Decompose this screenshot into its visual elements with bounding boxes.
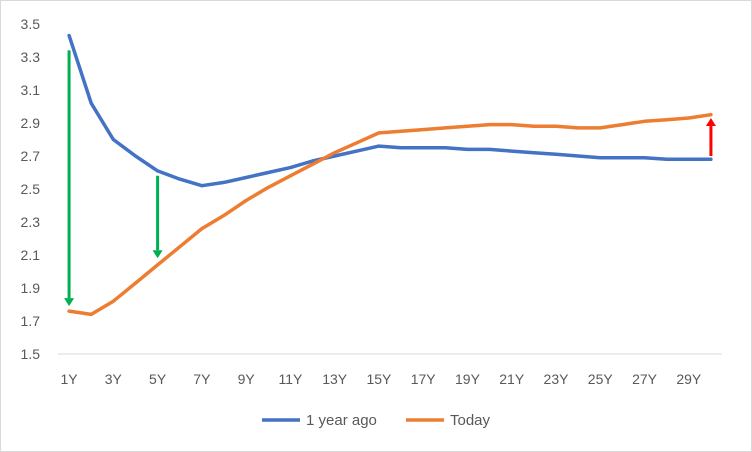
y-tick-label: 1.7 bbox=[21, 313, 41, 329]
data-point bbox=[67, 309, 71, 313]
data-point bbox=[200, 184, 204, 188]
data-point bbox=[311, 162, 315, 166]
x-tick-label: 21Y bbox=[499, 371, 525, 387]
data-point bbox=[133, 154, 137, 158]
y-tick-label: 3.5 bbox=[21, 16, 41, 32]
arrow-30y-up bbox=[705, 118, 716, 156]
data-point bbox=[266, 171, 270, 174]
x-tick-label: 7Y bbox=[193, 371, 211, 387]
data-point bbox=[488, 147, 492, 151]
data-point bbox=[399, 146, 403, 150]
data-point bbox=[532, 151, 536, 155]
data-point bbox=[421, 128, 425, 132]
data-point bbox=[421, 146, 425, 150]
y-tick-label: 2.7 bbox=[21, 148, 41, 164]
x-tick-label: 25Y bbox=[588, 371, 614, 387]
data-point bbox=[488, 123, 492, 127]
data-point bbox=[156, 263, 160, 267]
legend-label-one-year-ago: 1 year ago bbox=[306, 412, 377, 429]
x-tick-label: 1Y bbox=[61, 371, 79, 387]
data-point bbox=[288, 166, 292, 170]
series-line-one-year-ago bbox=[67, 33, 713, 188]
data-point bbox=[355, 149, 359, 153]
x-tick-label: 27Y bbox=[632, 371, 658, 387]
data-point bbox=[67, 34, 71, 38]
data-point bbox=[156, 169, 160, 173]
data-point bbox=[465, 147, 469, 151]
x-tick-label: 23Y bbox=[544, 371, 570, 387]
data-point bbox=[443, 126, 447, 130]
data-point bbox=[355, 141, 359, 145]
x-tick-label: 29Y bbox=[676, 371, 702, 387]
data-point bbox=[244, 199, 248, 203]
y-tick-label: 3.3 bbox=[21, 49, 41, 65]
y-tick-label: 2.9 bbox=[21, 115, 41, 131]
data-point bbox=[598, 126, 602, 130]
data-point bbox=[178, 177, 182, 181]
arrow-1y-down-head bbox=[64, 298, 75, 307]
arrow-5y-down bbox=[152, 175, 163, 259]
y-tick-label: 1.9 bbox=[21, 280, 41, 296]
y-tick-label: 3.1 bbox=[21, 82, 41, 98]
data-point bbox=[111, 299, 115, 303]
y-tick-label: 2.5 bbox=[21, 181, 41, 197]
data-point bbox=[665, 157, 669, 161]
x-tick-label: 19Y bbox=[455, 371, 481, 387]
data-point bbox=[687, 116, 691, 120]
series-line-today bbox=[67, 112, 713, 317]
data-point bbox=[665, 118, 669, 122]
arrow-1y-down bbox=[64, 50, 75, 307]
data-point bbox=[620, 156, 624, 160]
data-point bbox=[288, 174, 292, 178]
legend-label-today: Today bbox=[450, 412, 491, 429]
data-point bbox=[532, 124, 536, 128]
x-tick-label: 9Y bbox=[238, 371, 256, 387]
x-tick-label: 17Y bbox=[411, 371, 437, 387]
data-point bbox=[333, 151, 337, 155]
data-point bbox=[576, 126, 580, 130]
data-point bbox=[443, 146, 447, 150]
data-point bbox=[89, 312, 93, 316]
data-point bbox=[200, 227, 204, 231]
data-point bbox=[709, 157, 713, 161]
x-tick-label: 5Y bbox=[149, 371, 167, 387]
data-point bbox=[465, 124, 469, 128]
y-tick-label: 2.3 bbox=[21, 214, 41, 230]
data-point bbox=[643, 156, 647, 160]
y-tick-label: 2.1 bbox=[21, 247, 41, 263]
data-point bbox=[687, 157, 691, 161]
data-point bbox=[244, 175, 248, 179]
y-tick-label: 1.5 bbox=[21, 346, 41, 362]
x-tick-label: 3Y bbox=[105, 371, 123, 387]
data-point bbox=[311, 159, 315, 163]
x-tick-label: 15Y bbox=[366, 371, 392, 387]
data-point bbox=[643, 119, 647, 123]
data-point bbox=[576, 154, 580, 158]
data-point bbox=[510, 149, 514, 153]
data-point bbox=[598, 156, 602, 160]
data-point bbox=[377, 144, 381, 148]
data-point bbox=[178, 245, 182, 249]
data-point bbox=[399, 129, 403, 133]
data-point bbox=[554, 124, 558, 128]
data-point bbox=[266, 185, 270, 189]
data-point bbox=[510, 123, 514, 127]
data-point bbox=[554, 152, 558, 156]
x-tick-label: 11Y bbox=[278, 371, 303, 387]
x-tick-label: 13Y bbox=[322, 371, 348, 387]
data-point bbox=[222, 213, 226, 217]
data-point bbox=[333, 154, 337, 158]
data-point bbox=[89, 101, 93, 105]
arrow-30y-up-head bbox=[705, 118, 716, 127]
data-point bbox=[111, 138, 115, 141]
data-point bbox=[222, 180, 226, 184]
data-point bbox=[709, 113, 713, 117]
data-point bbox=[377, 131, 381, 135]
arrow-5y-down-head bbox=[152, 250, 163, 259]
data-point bbox=[620, 123, 624, 127]
data-point bbox=[133, 281, 137, 285]
